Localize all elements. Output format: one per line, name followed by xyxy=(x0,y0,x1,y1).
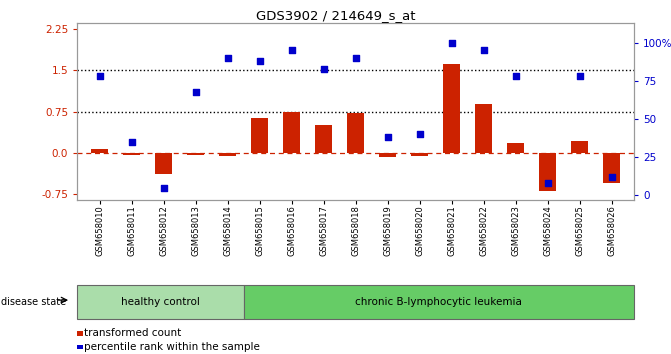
Bar xyxy=(91,149,109,153)
Point xyxy=(414,132,425,137)
Bar xyxy=(347,113,364,153)
Text: healthy control: healthy control xyxy=(121,297,200,307)
Point xyxy=(607,174,617,180)
Point xyxy=(190,89,201,95)
Text: disease state: disease state xyxy=(1,297,66,307)
Point xyxy=(542,181,553,186)
Bar xyxy=(251,118,268,153)
Point xyxy=(446,40,457,46)
Point xyxy=(287,48,297,53)
Bar xyxy=(123,153,140,155)
Point xyxy=(478,48,489,53)
Bar xyxy=(443,64,460,153)
Point xyxy=(126,139,137,145)
Bar xyxy=(571,141,588,153)
Bar xyxy=(475,104,493,153)
Bar xyxy=(315,125,332,153)
Point xyxy=(382,135,393,140)
Point xyxy=(254,58,265,64)
Bar xyxy=(282,112,301,153)
Text: GDS3902 / 214649_s_at: GDS3902 / 214649_s_at xyxy=(256,9,415,22)
Point xyxy=(94,74,105,79)
Point xyxy=(574,74,585,79)
Bar xyxy=(539,153,556,190)
Bar xyxy=(411,153,429,156)
Point xyxy=(350,55,361,61)
Bar xyxy=(219,153,236,156)
Bar xyxy=(507,143,525,153)
Point xyxy=(511,74,521,79)
Bar xyxy=(155,153,172,174)
Bar xyxy=(379,153,397,157)
Point xyxy=(158,185,169,191)
Text: chronic B-lymphocytic leukemia: chronic B-lymphocytic leukemia xyxy=(356,297,522,307)
Point xyxy=(318,66,329,72)
Text: transformed count: transformed count xyxy=(85,329,182,338)
Point xyxy=(222,55,233,61)
Bar xyxy=(187,153,205,155)
Bar xyxy=(603,153,621,183)
Text: percentile rank within the sample: percentile rank within the sample xyxy=(85,342,260,352)
